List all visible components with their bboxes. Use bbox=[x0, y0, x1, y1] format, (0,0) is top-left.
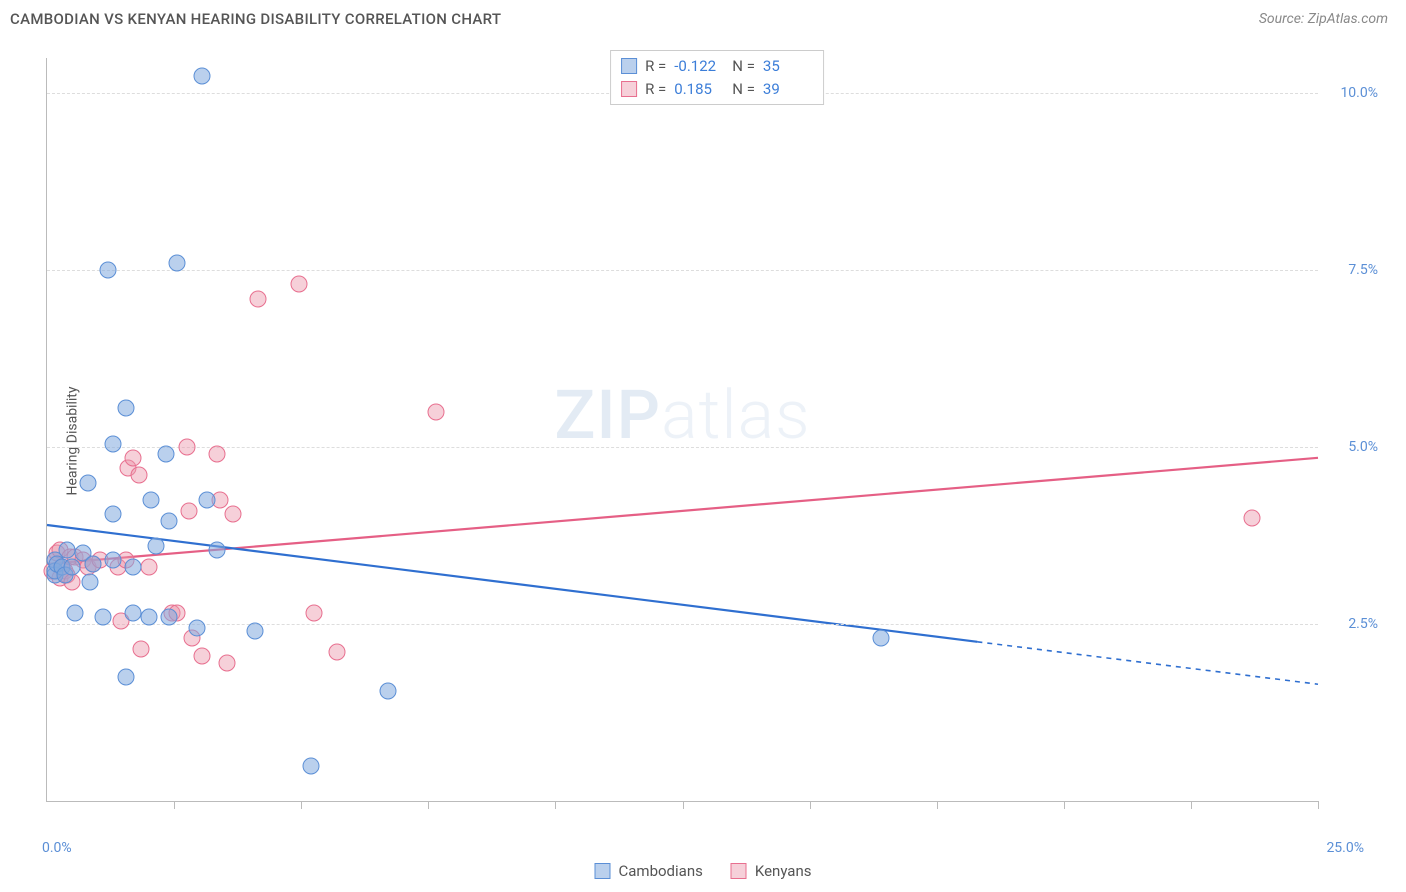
data-point-kenyan bbox=[194, 647, 211, 664]
data-point-cambodian bbox=[117, 669, 134, 686]
gridline bbox=[47, 270, 1318, 271]
data-point-kenyan bbox=[305, 605, 322, 622]
x-max-label: 25.0% bbox=[1326, 840, 1364, 856]
data-point-kenyan bbox=[328, 644, 345, 661]
x-tick bbox=[683, 801, 684, 809]
data-point-cambodian bbox=[59, 541, 76, 558]
legend-label-kenyans: Kenyans bbox=[755, 862, 812, 880]
legend-label-cambodians: Cambodians bbox=[619, 862, 703, 880]
data-point-kenyan bbox=[427, 403, 444, 420]
data-point-kenyan bbox=[209, 446, 226, 463]
n-value-kenyan: 39 bbox=[763, 78, 813, 101]
data-point-kenyan bbox=[181, 502, 198, 519]
y-tick-label: 7.5% bbox=[1348, 262, 1378, 278]
stats-row-kenyans: R = 0.185 N = 39 bbox=[621, 78, 813, 101]
source-label: Source: ZipAtlas.com bbox=[1259, 11, 1388, 27]
data-point-cambodian bbox=[105, 552, 122, 569]
data-point-cambodian bbox=[66, 605, 83, 622]
chart-title: CAMBODIAN VS KENYAN HEARING DISABILITY C… bbox=[10, 10, 501, 28]
data-point-cambodian bbox=[161, 513, 178, 530]
x-tick bbox=[174, 801, 175, 809]
data-point-cambodian bbox=[125, 559, 142, 576]
swatch-cambodian-icon bbox=[595, 863, 611, 879]
data-point-kenyan bbox=[130, 467, 147, 484]
swatch-kenyan-icon bbox=[731, 863, 747, 879]
gridline bbox=[47, 624, 1318, 625]
data-point-kenyan bbox=[178, 439, 195, 456]
data-point-cambodian bbox=[105, 506, 122, 523]
x-tick bbox=[301, 801, 302, 809]
data-point-kenyan bbox=[290, 276, 307, 293]
data-point-cambodian bbox=[188, 619, 205, 636]
data-point-cambodian bbox=[148, 538, 165, 555]
x-tick bbox=[1191, 801, 1192, 809]
n-label: N = bbox=[732, 78, 755, 101]
data-point-cambodian bbox=[79, 474, 96, 491]
data-point-cambodian bbox=[379, 683, 396, 700]
data-point-cambodian bbox=[117, 400, 134, 417]
x-tick bbox=[1064, 801, 1065, 809]
x-tick bbox=[555, 801, 556, 809]
n-label: N = bbox=[732, 55, 755, 78]
data-point-cambodian bbox=[84, 555, 101, 572]
y-tick-label: 10.0% bbox=[1340, 85, 1378, 101]
r-label: R = bbox=[645, 55, 666, 78]
x-tick bbox=[1318, 801, 1319, 809]
data-point-cambodian bbox=[125, 605, 142, 622]
r-value-cambodian: -0.122 bbox=[674, 55, 724, 78]
bottom-legend: Cambodians Kenyans bbox=[595, 862, 812, 880]
data-point-cambodian bbox=[143, 492, 160, 509]
data-point-kenyan bbox=[219, 655, 236, 672]
data-point-cambodian bbox=[247, 623, 264, 640]
plot-area: ZIPatlas 2.5%5.0%7.5%10.0% bbox=[46, 58, 1318, 802]
data-point-kenyan bbox=[125, 449, 142, 466]
swatch-kenyan-icon bbox=[621, 81, 637, 97]
data-point-kenyan bbox=[224, 506, 241, 523]
regression-lines bbox=[47, 58, 1318, 801]
n-value-cambodian: 35 bbox=[763, 55, 813, 78]
chart-container: Hearing Disability ZIPatlas 2.5%5.0%7.5%… bbox=[46, 50, 1388, 832]
data-point-cambodian bbox=[303, 757, 320, 774]
legend-item-cambodians: Cambodians bbox=[595, 862, 703, 880]
x-tick bbox=[937, 801, 938, 809]
data-point-cambodian bbox=[199, 492, 216, 509]
r-label: R = bbox=[645, 78, 666, 101]
x-min-label: 0.0% bbox=[42, 840, 72, 856]
data-point-cambodian bbox=[94, 609, 111, 626]
stats-legend: R = -0.122 N = 35 R = 0.185 N = 39 bbox=[610, 50, 824, 105]
regression-line-cambodian-dashed bbox=[977, 642, 1318, 684]
x-tick bbox=[810, 801, 811, 809]
data-point-cambodian bbox=[82, 573, 99, 590]
data-point-cambodian bbox=[168, 255, 185, 272]
data-point-cambodian bbox=[158, 446, 175, 463]
data-point-cambodian bbox=[140, 609, 157, 626]
y-tick-label: 2.5% bbox=[1348, 616, 1378, 632]
data-point-cambodian bbox=[105, 435, 122, 452]
legend-item-kenyans: Kenyans bbox=[731, 862, 812, 880]
data-point-cambodian bbox=[872, 630, 889, 647]
data-point-cambodian bbox=[209, 541, 226, 558]
x-tick bbox=[428, 801, 429, 809]
data-point-kenyan bbox=[249, 290, 266, 307]
r-value-kenyan: 0.185 bbox=[674, 78, 724, 101]
data-point-cambodian bbox=[161, 609, 178, 626]
y-tick-label: 5.0% bbox=[1348, 439, 1378, 455]
stats-row-cambodians: R = -0.122 N = 35 bbox=[621, 55, 813, 78]
data-point-kenyan bbox=[140, 559, 157, 576]
data-point-kenyan bbox=[133, 640, 150, 657]
data-point-cambodian bbox=[100, 262, 117, 279]
data-point-kenyan bbox=[1243, 509, 1260, 526]
data-point-cambodian bbox=[64, 559, 81, 576]
data-point-cambodian bbox=[194, 67, 211, 84]
swatch-cambodian-icon bbox=[621, 58, 637, 74]
gridline bbox=[47, 447, 1318, 448]
